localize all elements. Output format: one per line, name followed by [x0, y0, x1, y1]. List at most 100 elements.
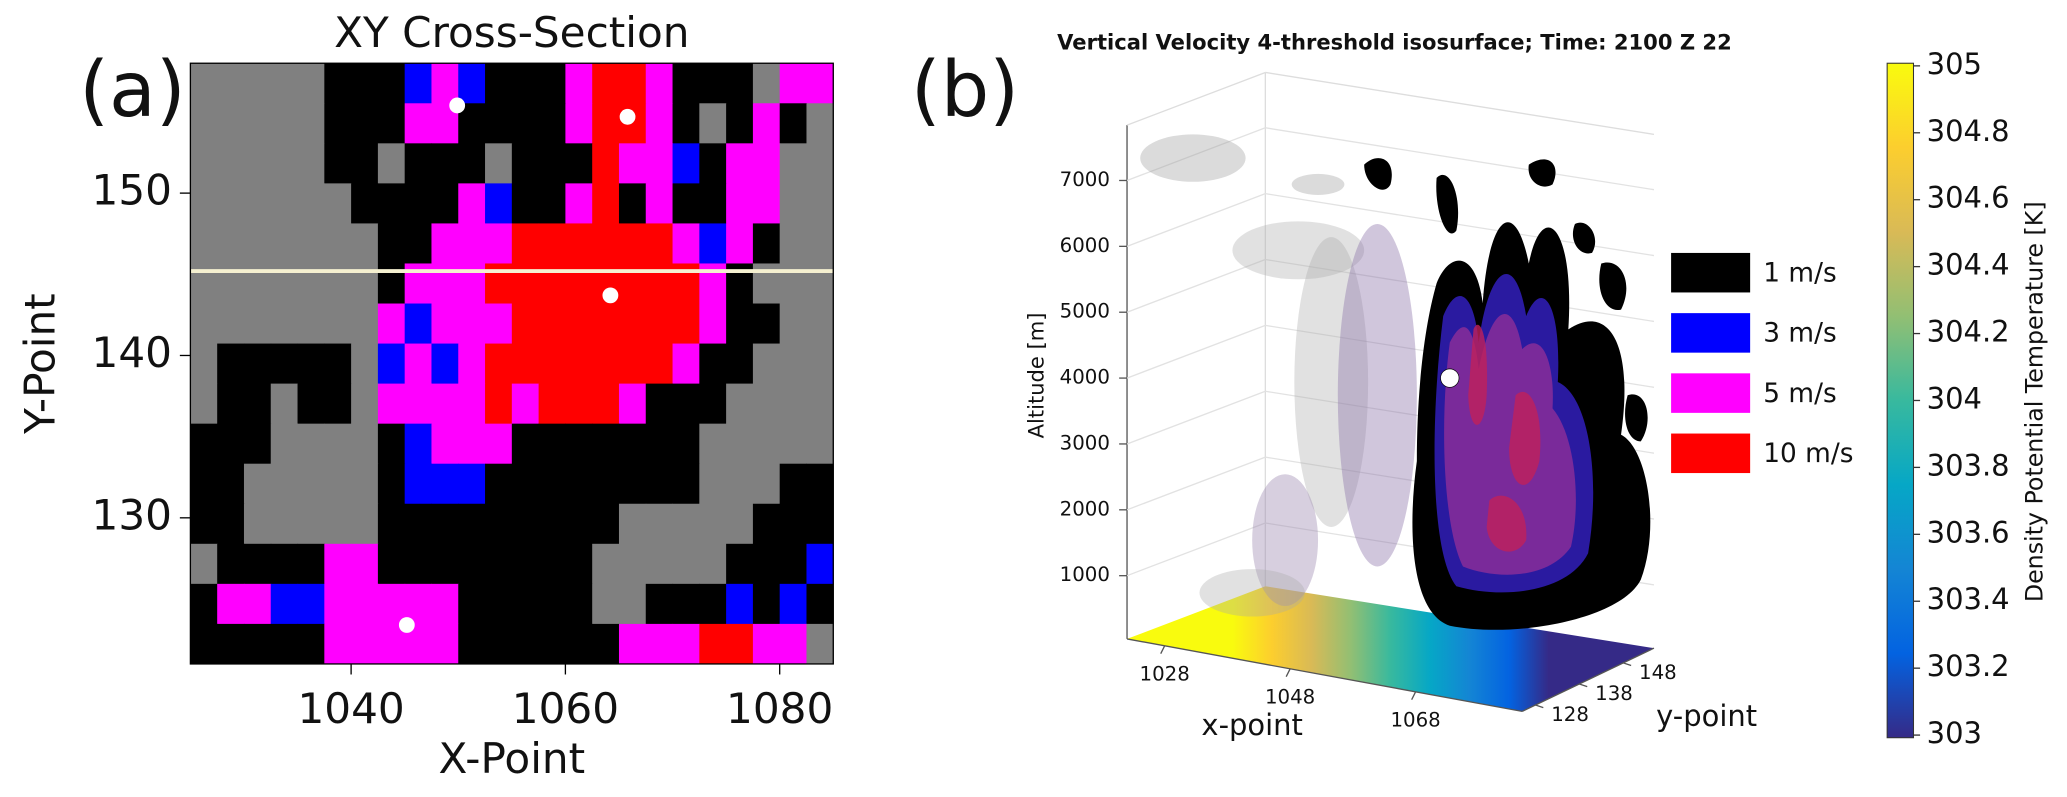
legend-label: 3 m/s [1763, 319, 1836, 349]
heat-cell [404, 383, 432, 425]
grid-line [1126, 456, 1266, 511]
isosurface-10 [1468, 324, 1541, 552]
legend-swatch [1671, 313, 1751, 353]
heat-cell [726, 583, 754, 625]
heat-cell [592, 423, 620, 465]
heat-cell [806, 383, 834, 425]
y-tick-label: 128 [1551, 703, 1589, 726]
grid-line [1265, 127, 1655, 191]
box-edge [1126, 71, 1266, 126]
heat-cell [485, 303, 513, 345]
heat-cell [217, 503, 245, 545]
heat-cell [565, 583, 593, 625]
heat-cell [324, 543, 352, 585]
heat-cell [726, 383, 754, 425]
z-axis-label: Altitude [m] [1023, 312, 1048, 438]
heat-cell [672, 383, 700, 425]
heat-cell [779, 183, 808, 224]
heat-cell [538, 463, 566, 505]
heat-cell [699, 383, 727, 425]
heat-cell [485, 423, 513, 465]
heat-cell [270, 623, 299, 665]
heat-cell [270, 343, 299, 385]
heat-cell [485, 503, 513, 545]
heat-cell [538, 423, 566, 465]
colorbar [1886, 62, 1915, 739]
heat-cell [752, 623, 781, 665]
heat-cell [351, 623, 379, 665]
heat-cell [431, 503, 459, 545]
heat-cell [672, 503, 700, 545]
heat-cell [672, 463, 700, 505]
legend-label: 5 m/s [1763, 379, 1836, 409]
heat-cell [377, 503, 406, 545]
heat-cell [243, 303, 272, 345]
heat-cell [779, 463, 808, 505]
heat-cell [377, 223, 406, 264]
heat-cell [672, 143, 700, 184]
heat-cell [270, 543, 299, 585]
heat-cell [404, 103, 432, 144]
heat-cell [377, 383, 406, 425]
legend-swatch [1671, 373, 1751, 413]
heat-cell [431, 183, 459, 224]
heat-cell [190, 463, 218, 505]
colorbar-tick-label: 304 [1927, 381, 1982, 415]
heat-cell [351, 543, 379, 585]
point [398, 617, 415, 633]
heat-cell [458, 423, 486, 465]
x-tick-label: 1068 [1390, 708, 1440, 731]
heat-cell [538, 183, 566, 224]
y-axis [1521, 647, 1655, 712]
heat-cell [565, 503, 593, 545]
heat-cell [190, 583, 218, 625]
heat-cell [377, 463, 406, 505]
heat-cell [592, 63, 620, 104]
colorbar-label: Density Potential Temperature [K] [2021, 201, 2049, 602]
heat-cell [565, 463, 593, 505]
heat-cell [672, 583, 700, 625]
y-axis-label: Y-Point [15, 293, 64, 435]
colorbar-tick-label: 304.8 [1927, 114, 2010, 148]
heat-cell [806, 503, 834, 545]
heat-cell [699, 623, 727, 665]
y-tick-label: 130 [92, 490, 172, 539]
heat-cell [217, 543, 245, 585]
heat-cell [190, 543, 218, 585]
heat-cell [270, 143, 299, 184]
heat-cell [726, 303, 754, 345]
colorbar-tick-label: 303.6 [1927, 515, 2010, 549]
heat-cell [645, 383, 674, 425]
heat-cell [779, 583, 808, 625]
heat-cell [324, 583, 352, 625]
heat-cell [618, 143, 647, 184]
heat-cell [726, 143, 754, 184]
heat-cell [404, 503, 432, 545]
heat-cell [270, 103, 299, 144]
heat-cell [297, 383, 325, 425]
isosurface-blob [1140, 134, 1246, 182]
z-tick-label: 7000 [1060, 168, 1110, 191]
y-tick-label: 138 [1595, 682, 1633, 705]
heat-cell [270, 463, 299, 505]
y-tick [1579, 683, 1588, 688]
isosurfaces [1140, 134, 1651, 630]
heat-cell [511, 223, 540, 264]
heat-cell [458, 63, 486, 104]
heat-cell [190, 423, 218, 465]
heat-cell [404, 63, 432, 104]
heat-cell [618, 543, 647, 585]
heat-cell [458, 383, 486, 425]
heat-cell [806, 543, 834, 585]
colorbar-tick-label: 304.4 [1927, 248, 2010, 282]
colorbar-tick-label: 303.2 [1927, 649, 2010, 683]
heat-cell [511, 143, 540, 184]
y-tick [1623, 662, 1632, 667]
heat-cell [672, 183, 700, 224]
heat-cell [485, 383, 513, 425]
heat-cell [270, 223, 299, 264]
x-tick [1160, 645, 1166, 655]
heat-cell [377, 543, 406, 585]
heat-cell [297, 183, 325, 224]
